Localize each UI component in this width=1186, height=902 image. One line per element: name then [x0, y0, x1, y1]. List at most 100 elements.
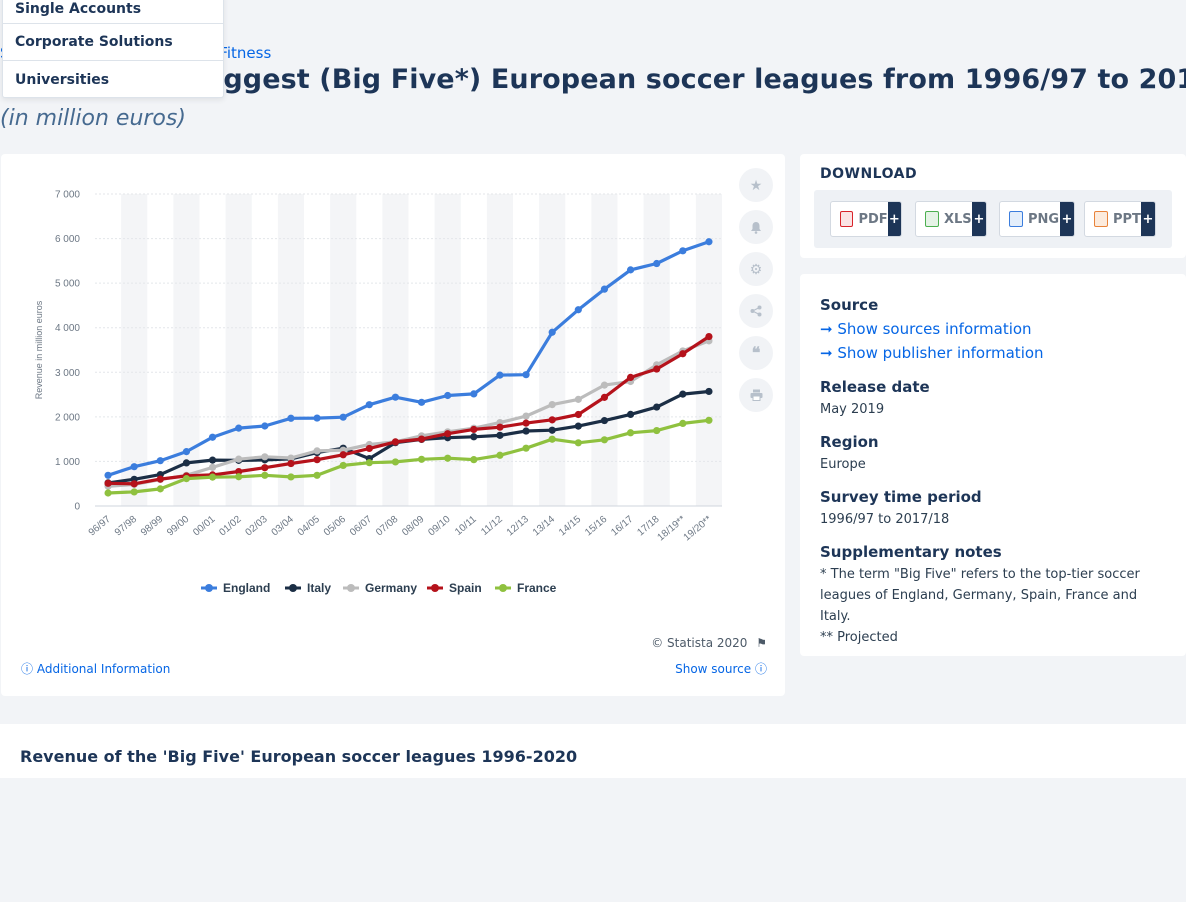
data-point-france[interactable]: [365, 459, 373, 467]
data-point-spain[interactable]: [444, 430, 452, 438]
data-point-spain[interactable]: [156, 475, 164, 483]
data-point-france[interactable]: [679, 419, 687, 428]
menu-item-universities[interactable]: Universities: [15, 71, 110, 88]
data-point-england[interactable]: [156, 457, 164, 465]
data-point-england[interactable]: [574, 306, 582, 314]
data-point-spain[interactable]: [287, 459, 295, 468]
data-point-england[interactable]: [104, 471, 112, 479]
data-point-france[interactable]: [130, 488, 138, 496]
data-point-spain[interactable]: [417, 435, 426, 443]
data-point-germany[interactable]: [574, 395, 582, 403]
data-point-england[interactable]: [600, 285, 609, 293]
data-point-france[interactable]: [574, 439, 582, 447]
data-point-france[interactable]: [104, 489, 112, 497]
data-point-germany[interactable]: [313, 447, 321, 455]
data-point-spain[interactable]: [470, 425, 478, 434]
menu-item-corporate-solutions[interactable]: Corporate Solutions: [3, 24, 223, 61]
additional-information-link[interactable]: ⓘ Additional Information: [21, 660, 170, 677]
show-publisher-link[interactable]: ➞ Show publisher information: [820, 344, 1044, 362]
data-point-england[interactable]: [208, 433, 217, 441]
download-ppt-button[interactable]: PPT +: [1084, 201, 1156, 237]
download-ppt-plus[interactable]: +: [1141, 202, 1155, 236]
data-point-germany[interactable]: [600, 381, 609, 389]
citation-quote-icon[interactable]: ❝: [739, 336, 773, 370]
data-point-france[interactable]: [548, 435, 556, 443]
data-point-italy[interactable]: [574, 422, 582, 430]
data-point-spain[interactable]: [574, 410, 582, 419]
download-xls-plus[interactable]: +: [972, 202, 986, 236]
data-point-italy[interactable]: [705, 387, 713, 396]
data-point-italy[interactable]: [182, 459, 191, 467]
data-point-france[interactable]: [626, 429, 635, 437]
data-point-italy[interactable]: [470, 433, 478, 441]
data-point-england[interactable]: [653, 259, 661, 268]
data-point-italy[interactable]: [522, 427, 530, 435]
data-point-spain[interactable]: [496, 423, 504, 431]
data-point-france[interactable]: [653, 426, 661, 435]
download-pdf-plus[interactable]: +: [887, 202, 901, 236]
data-point-france[interactable]: [182, 475, 191, 483]
data-point-england[interactable]: [522, 371, 530, 379]
data-point-italy[interactable]: [208, 456, 217, 464]
data-point-spain[interactable]: [130, 480, 138, 488]
data-point-spain[interactable]: [705, 332, 713, 341]
data-point-germany[interactable]: [522, 412, 530, 420]
data-point-spain[interactable]: [391, 438, 400, 446]
related-statistic-title[interactable]: Revenue of the 'Big Five' European socce…: [20, 747, 578, 766]
data-point-germany[interactable]: [548, 401, 556, 409]
series-line-germany[interactable]: [107, 339, 710, 488]
download-xls-button[interactable]: XLS +: [915, 201, 987, 237]
data-point-england[interactable]: [444, 391, 452, 400]
data-point-italy[interactable]: [626, 410, 635, 419]
data-point-germany[interactable]: [235, 455, 243, 463]
data-point-france[interactable]: [156, 485, 164, 493]
data-point-france[interactable]: [600, 436, 609, 444]
data-point-england[interactable]: [705, 238, 713, 246]
data-point-france[interactable]: [470, 456, 478, 464]
data-point-italy[interactable]: [548, 426, 556, 434]
download-png-plus[interactable]: +: [1060, 202, 1074, 236]
data-point-germany[interactable]: [208, 463, 217, 471]
data-point-england[interactable]: [313, 414, 321, 422]
data-point-italy[interactable]: [496, 431, 504, 439]
data-point-france[interactable]: [391, 458, 400, 466]
data-point-france[interactable]: [417, 455, 426, 463]
series-line-france[interactable]: [108, 418, 710, 495]
data-point-france[interactable]: [313, 471, 321, 479]
print-icon[interactable]: [739, 378, 773, 412]
data-point-spain[interactable]: [235, 467, 243, 476]
data-point-germany[interactable]: [287, 454, 295, 462]
data-point-england[interactable]: [182, 448, 191, 456]
data-point-england[interactable]: [261, 422, 269, 430]
legend-item-england[interactable]: England: [201, 581, 270, 595]
show-sources-link[interactable]: ➞ Show sources information: [820, 320, 1032, 338]
legend-item-germany[interactable]: Germany: [343, 581, 417, 595]
breadcrumb-link-fitness[interactable]: Fitness: [219, 44, 272, 62]
data-point-spain[interactable]: [653, 365, 661, 373]
data-point-spain[interactable]: [626, 373, 635, 382]
legend-item-spain[interactable]: Spain: [427, 581, 482, 595]
series-line-spain[interactable]: [108, 335, 710, 486]
data-point-england[interactable]: [470, 390, 478, 398]
data-point-france[interactable]: [208, 473, 217, 481]
legend-item-italy[interactable]: Italy: [285, 581, 331, 595]
data-point-spain[interactable]: [548, 416, 556, 424]
data-point-france[interactable]: [287, 473, 295, 481]
data-point-france[interactable]: [261, 471, 269, 479]
data-point-england[interactable]: [235, 424, 243, 432]
data-point-england[interactable]: [496, 371, 504, 379]
data-point-spain[interactable]: [522, 419, 530, 427]
share-icon[interactable]: [739, 294, 773, 328]
data-point-france[interactable]: [235, 473, 243, 481]
favorite-star-icon[interactable]: ★: [739, 168, 773, 202]
data-point-england[interactable]: [365, 401, 373, 409]
data-point-england[interactable]: [548, 328, 556, 336]
data-point-spain[interactable]: [261, 464, 269, 472]
data-point-france[interactable]: [522, 444, 530, 452]
legend-item-france[interactable]: France: [495, 581, 557, 595]
data-point-italy[interactable]: [653, 403, 661, 411]
data-point-spain[interactable]: [600, 393, 609, 401]
notification-bell-icon[interactable]: [739, 210, 773, 244]
series-line-england[interactable]: [107, 240, 710, 477]
data-point-england[interactable]: [679, 247, 687, 255]
